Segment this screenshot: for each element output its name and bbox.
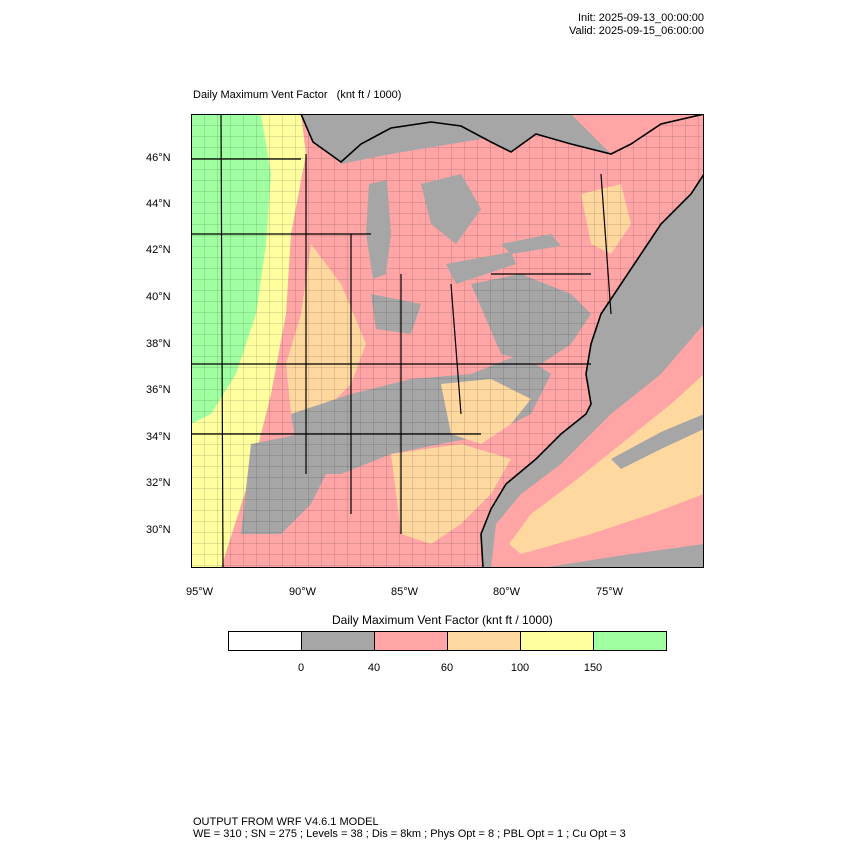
init-time: Init: 2025-09-13_00:00:00 [578,12,704,24]
field-atlantic-60-100 [509,374,704,554]
lat-label-38: 38°N [146,338,171,350]
lake-ontario [501,234,561,254]
lon-label-80: 80°W [493,586,521,598]
colorbar-label-60: 60 [440,662,454,674]
map-panel [191,114,704,568]
state-boundaries [191,114,612,568]
colorbar-box-1 [229,632,302,650]
map-title: Daily Maximum Vent Factor (knt ft / 1000… [193,89,401,102]
map-border [191,114,704,568]
footer-model: OUTPUT FROM WRF V4.6.1 MODEL [193,816,379,828]
lat-label-44: 44°N [146,198,171,210]
map-plot [191,114,704,568]
state-line-ny-ma [600,173,612,315]
state-line-sd-nd [220,114,224,568]
colorbar-box-2 [302,632,375,650]
map-title-text: Daily Maximum Vent Factor [193,89,328,101]
lat-label-46: 46°N [146,152,171,164]
field-atlantic-gray-streak [611,414,704,469]
footer-settings: WE = 310 ; SN = 275 ; Levels = 38 ; Dis … [193,828,626,840]
lake-erie [446,252,516,284]
lat-label-40: 40°N [146,291,171,303]
coastline [300,114,704,568]
lake-huron [421,174,481,244]
valid-time: Valid: 2025-09-15_06:00:00 [569,25,704,37]
colorbar-box-6 [594,632,666,650]
lat-label-32: 32°N [146,477,171,489]
colorbar-box-5 [521,632,594,650]
state-line-oh-wv [450,283,462,415]
lake-michigan [366,180,391,279]
colorbar-label-40: 40 [367,662,381,674]
lon-label-95: 95°W [186,586,214,598]
lat-label-34: 34°N [146,431,171,443]
colorbar [228,631,667,651]
colorbar-title: Daily Maximum Vent Factor (knt ft / 1000… [332,613,553,627]
lon-label-75: 75°W [596,586,624,598]
lat-label-42: 42°N [146,244,171,256]
colorbar-label-100: 100 [510,662,530,674]
lon-label-90: 90°W [289,586,317,598]
lat-label-36: 36°N [146,384,171,396]
colorbar-label-150: 150 [583,662,603,674]
colorbar-box-4 [448,632,521,650]
map-units: (knt ft / 1000) [336,89,402,101]
lon-label-85: 85°W [391,586,419,598]
colorbar-box-3 [375,632,448,650]
lat-label-30: 30°N [146,524,171,536]
colorbar-label-0: 0 [297,662,305,674]
